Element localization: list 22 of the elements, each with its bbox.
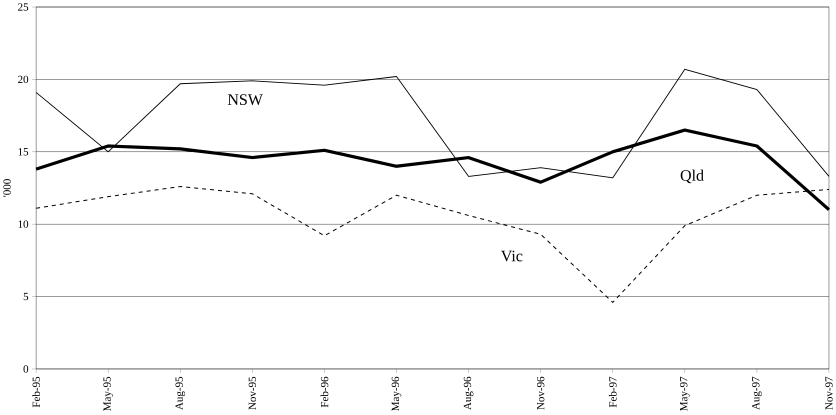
x-tick-label: May-95 bbox=[103, 377, 113, 412]
x-tick-label: Aug-97 bbox=[752, 377, 762, 410]
y-tick-label: 5 bbox=[24, 293, 28, 300]
y-axis-title: '000 bbox=[3, 179, 11, 197]
x-tick-label: Feb-95 bbox=[32, 377, 40, 408]
x-tick-label: Nov-96 bbox=[536, 377, 544, 410]
x-tick-label: May-97 bbox=[680, 377, 690, 412]
x-tick-label: May-96 bbox=[392, 377, 402, 412]
x-tick-label: Aug-95 bbox=[175, 377, 186, 410]
y-tick-label: 0 bbox=[24, 365, 28, 373]
series-label: Vic bbox=[500, 250, 522, 262]
y-tick-label: 20 bbox=[18, 76, 28, 84]
series-label: NSW bbox=[228, 94, 263, 106]
y-tick-label: 15 bbox=[18, 148, 28, 156]
x-tick-label: Feb-97 bbox=[608, 377, 617, 408]
text: Qld bbox=[680, 170, 704, 184]
y-tick-label: 10 bbox=[18, 220, 28, 228]
y-tick-label: 25 bbox=[18, 4, 28, 11]
x-tick-label: Aug-96 bbox=[464, 377, 474, 410]
x-tick-label: Feb-96 bbox=[320, 377, 328, 408]
x-tick-label: Nov-97 bbox=[825, 377, 833, 410]
x-tick-label: Nov-95 bbox=[248, 377, 256, 410]
